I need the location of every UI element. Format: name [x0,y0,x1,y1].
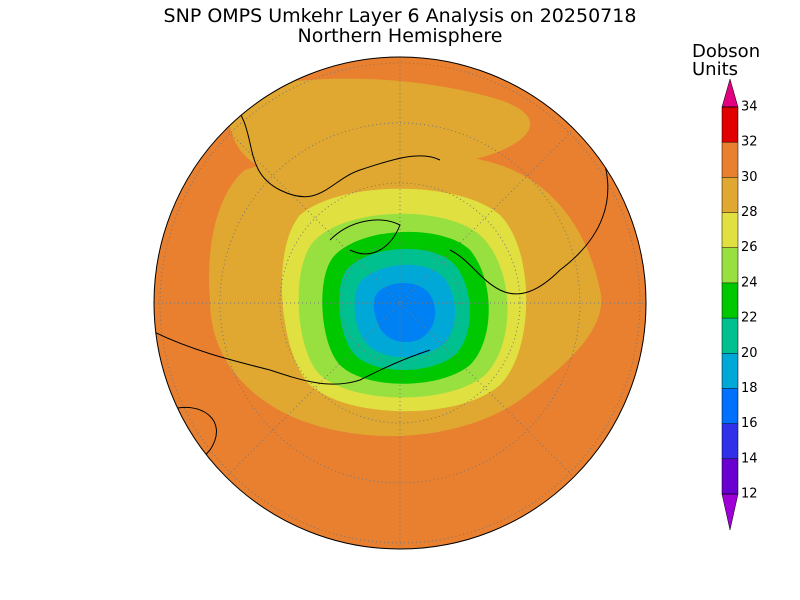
colorbar-band [722,247,738,283]
colorbar-band [722,353,738,389]
colorbar-band [722,318,738,354]
colorbar-band [722,177,738,213]
colorbar-tick-label: 30 [741,170,758,185]
title: SNP OMPS Umkehr Layer 6 Analysis on 2025… [164,5,637,27]
colorbar-end [721,78,739,108]
map [154,57,646,549]
colorbar-band [722,423,738,459]
colorbar-band [722,212,738,248]
colorbar-band [722,107,738,143]
colorbar-end [721,493,739,531]
colorbar-tick-label: 18 [741,381,758,396]
colorbar-band [722,388,738,424]
colorbar-tick-label: 32 [741,135,758,150]
colorbar-band [722,282,738,319]
colorbar-label: Dobson [692,41,760,62]
colorbar-tick-label: 16 [741,416,758,431]
colorbar-band [722,458,738,494]
colorbar-band [722,142,738,178]
colorbar-tick-label: 28 [741,205,758,220]
colorbar-label: Units [692,59,738,80]
colorbar-tick-label: 34 [741,100,758,115]
colorbar-tick-label: 26 [741,240,758,255]
colorbar: 12 14 16 18 20 22 24 26 28 30 32 34 [721,78,758,531]
colorbar-tick-label: 24 [741,275,758,290]
map-border [153,56,647,550]
subtitle: Northern Hemisphere [298,25,503,47]
colorbar-tick-label: 20 [741,346,758,361]
colorbar-tick-label: 14 [741,451,758,466]
colorbar-tick-label: 12 [741,487,758,502]
colorbar-tick-label: 22 [741,311,758,326]
